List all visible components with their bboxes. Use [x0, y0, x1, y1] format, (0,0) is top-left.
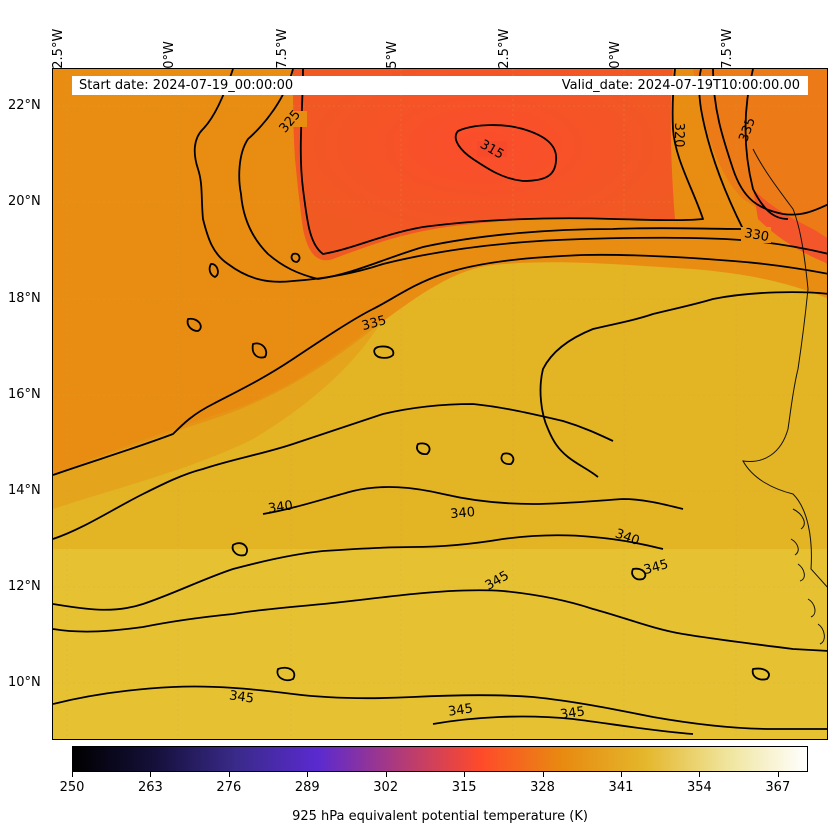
- blob-4: [290, 252, 301, 263]
- contour-330: [193, 69, 827, 283]
- contour-label-345-e: 345: [559, 704, 586, 722]
- colorbar-label: 925 hPa equivalent potential temperature…: [292, 809, 588, 824]
- contour-label-bg: [741, 227, 771, 243]
- contour-label-345-c: 345: [228, 688, 255, 706]
- lat-label-22n: 22°N: [8, 98, 41, 113]
- colorbar-tickmark: [228, 772, 230, 777]
- graticule: [53, 69, 827, 739]
- lat-label-16n: 16°N: [8, 387, 41, 402]
- blob-3: [186, 317, 202, 332]
- contour-label-group: 325 315 320 335 330 335 340 340 340 345 …: [228, 107, 771, 723]
- lat-label-10n: 10°N: [8, 675, 41, 690]
- contour-label-335: 335: [360, 313, 388, 334]
- colorbar-tickmark: [307, 772, 309, 777]
- southern-yellow-band: [53, 549, 827, 739]
- contour-label-bg: [279, 111, 307, 127]
- colorbar-tick-label: 315: [451, 780, 477, 795]
- contour-330-east: [712, 69, 827, 216]
- lat-label-20n: 20°N: [8, 194, 41, 209]
- date-info-bar: Start date: 2024-07-19_00:00:00 Valid_da…: [72, 76, 808, 95]
- hot-core-region: [293, 69, 675, 261]
- contour-340-south: [53, 534, 664, 611]
- start-date-text: Start date: 2024-07-19_00:00:00: [79, 78, 294, 93]
- contour-label-bg: [477, 141, 507, 157]
- colorbar: [72, 746, 808, 772]
- contour-340-north: [53, 403, 614, 540]
- colorbar-tick-label: 328: [530, 780, 555, 795]
- map-canvas: 325 315 320 335 330 335 340 340 340 345 …: [53, 69, 827, 739]
- colorbar-tickmark: [777, 772, 779, 777]
- contour-320: [299, 69, 704, 255]
- colorbar-tickmark: [542, 772, 544, 777]
- colorbar-tick-label: 302: [373, 780, 399, 795]
- contour-340-mid: [262, 486, 684, 515]
- lat-label-14n: 14°N: [8, 483, 41, 498]
- contour-325-coast: [744, 69, 789, 220]
- map-panel[interactable]: 325 315 320 335 330 335 340 340 340 345 …: [52, 68, 828, 740]
- colorbar-tick-label: 289: [294, 780, 320, 795]
- blob-1: [373, 345, 395, 359]
- contour-label-340-b: 340: [450, 505, 476, 522]
- contour-345-a: [53, 589, 827, 652]
- colorbar-tick-label: 276: [216, 780, 242, 795]
- contour-label-340-a: 340: [267, 498, 294, 516]
- blob-9: [276, 666, 296, 682]
- orange-light-region: [53, 319, 383, 509]
- blob-8: [231, 542, 248, 557]
- lat-label-18n: 18°N: [8, 291, 41, 306]
- coastline-islands: [790, 508, 825, 645]
- colorbar-tick-label: 250: [59, 780, 85, 795]
- contour-335: [53, 253, 827, 476]
- coastline: [742, 148, 827, 588]
- blob-6: [416, 442, 431, 455]
- blob-5: [208, 263, 219, 278]
- warm-coastal-region: [693, 69, 827, 266]
- blob-7: [500, 452, 515, 465]
- colorbar-tick-label: 263: [138, 780, 163, 795]
- blob-11: [751, 667, 770, 681]
- contour-325: [238, 69, 744, 280]
- contour-label-320: 320: [671, 123, 686, 148]
- colorbar-tick-label: 354: [686, 780, 712, 795]
- colorbar-tick-label: 367: [765, 780, 791, 795]
- colorbar-tickmark: [385, 772, 387, 777]
- blob-10: [631, 567, 647, 581]
- contour-345-c: [432, 715, 694, 735]
- colorbar-tickmark: [464, 772, 466, 777]
- contour-label-330: 330: [743, 226, 770, 245]
- contour-345-b: [53, 685, 827, 730]
- contour-lines: [53, 69, 827, 735]
- colorbar-tickmark: [150, 772, 152, 777]
- colorbar-tickmark: [72, 772, 73, 777]
- contour-label-345-d: 345: [447, 701, 474, 719]
- colorbar-tick-label: 341: [608, 780, 634, 795]
- contour-335-inner: [539, 291, 827, 478]
- valid-date-text: Valid_date: 2024-07-19T10:00:00.00: [561, 78, 800, 93]
- colorbar-tickmark: [620, 772, 622, 777]
- contour-315: [454, 124, 557, 182]
- blob-2: [251, 342, 268, 359]
- contour-label-345-b: 345: [642, 557, 670, 578]
- colorbar-tickmark: [699, 772, 701, 777]
- lat-label-12n: 12°N: [8, 579, 41, 594]
- hot-core-east: [753, 189, 827, 264]
